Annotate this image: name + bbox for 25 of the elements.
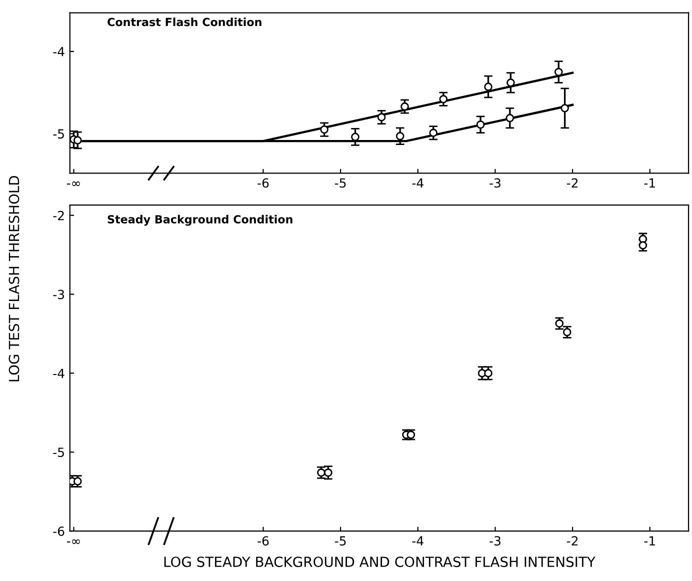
x-tick-label: -3 <box>490 536 500 546</box>
x-axis-title: LOG STEADY BACKGROUND AND CONTRAST FLASH INTENSITY <box>164 556 596 568</box>
y-tick-label: -4 <box>53 47 64 56</box>
x-tick-label: -∞ <box>66 181 80 186</box>
x-tick-label: -4 <box>412 536 424 546</box>
y-tick-label: -5 <box>53 448 64 458</box>
y-axis-title: LOG TEST FLASH THRESHOLD <box>8 176 20 382</box>
x-tick-label: -5 <box>334 178 346 188</box>
x-tick-label: -2 <box>566 536 578 546</box>
x-tick-label: -3 <box>490 178 500 188</box>
text: Steady Background Condition <box>108 214 292 226</box>
x-tick-label: -1 <box>644 178 655 188</box>
x-tick-label: -4 <box>412 178 424 188</box>
x-tick-label: -∞ <box>66 539 80 544</box>
y-tick-label: -3 <box>53 290 64 300</box>
y-tick-label: -4 <box>53 368 64 378</box>
y-tick-label: -5 <box>53 129 64 139</box>
x-tick-label: -1 <box>644 536 655 546</box>
x-tick-label: -2 <box>566 178 578 188</box>
y-tick-label: -2 <box>53 210 64 220</box>
chart-title: Contrast Flash Condition <box>108 18 262 26</box>
y-tick-label: -6 <box>53 526 64 536</box>
x-tick-label: -5 <box>334 536 346 546</box>
x-tick-label: -6 <box>258 536 269 546</box>
x-tick-label: -6 <box>258 178 269 188</box>
